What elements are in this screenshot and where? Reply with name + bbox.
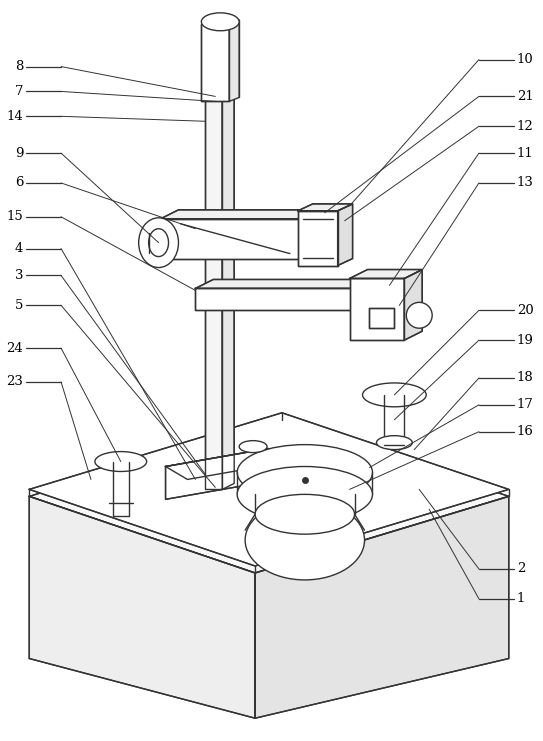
- Polygon shape: [161, 210, 328, 219]
- Polygon shape: [350, 270, 422, 279]
- Text: 23: 23: [7, 376, 23, 388]
- Polygon shape: [201, 24, 229, 102]
- Text: 6: 6: [15, 176, 23, 190]
- Polygon shape: [29, 419, 509, 573]
- Polygon shape: [310, 210, 328, 259]
- Polygon shape: [298, 204, 352, 211]
- Polygon shape: [350, 279, 405, 340]
- Polygon shape: [29, 413, 509, 566]
- Text: 16: 16: [517, 425, 534, 438]
- Polygon shape: [369, 308, 394, 328]
- Ellipse shape: [376, 436, 412, 450]
- Ellipse shape: [255, 494, 355, 534]
- Polygon shape: [29, 496, 255, 718]
- Polygon shape: [166, 448, 290, 479]
- Text: 12: 12: [517, 120, 533, 133]
- Polygon shape: [255, 496, 509, 718]
- Text: 5: 5: [15, 299, 23, 312]
- Polygon shape: [205, 93, 234, 99]
- Polygon shape: [195, 288, 384, 310]
- Ellipse shape: [237, 467, 372, 522]
- Ellipse shape: [406, 302, 432, 328]
- Text: 17: 17: [517, 399, 534, 411]
- Polygon shape: [384, 279, 402, 310]
- Ellipse shape: [201, 13, 239, 30]
- Text: 13: 13: [517, 176, 534, 190]
- Ellipse shape: [384, 439, 405, 450]
- Text: 4: 4: [15, 242, 23, 255]
- Text: 19: 19: [517, 333, 534, 347]
- Text: 11: 11: [517, 147, 533, 159]
- Text: 7: 7: [15, 85, 23, 98]
- Ellipse shape: [239, 441, 267, 453]
- Text: 1: 1: [517, 592, 525, 605]
- Text: 24: 24: [7, 342, 23, 355]
- Text: 20: 20: [517, 304, 533, 317]
- Text: 3: 3: [15, 269, 23, 282]
- Polygon shape: [195, 279, 402, 288]
- Polygon shape: [166, 448, 268, 499]
- Polygon shape: [161, 219, 310, 259]
- Polygon shape: [338, 204, 352, 265]
- Ellipse shape: [149, 229, 168, 256]
- Polygon shape: [229, 20, 239, 102]
- Text: 8: 8: [15, 60, 23, 73]
- Text: 2: 2: [517, 562, 525, 576]
- Ellipse shape: [138, 218, 179, 268]
- Text: 10: 10: [517, 53, 533, 66]
- Polygon shape: [268, 448, 290, 494]
- Ellipse shape: [245, 500, 364, 580]
- Text: 18: 18: [517, 371, 533, 385]
- Text: 14: 14: [7, 110, 23, 123]
- Polygon shape: [222, 93, 234, 489]
- Ellipse shape: [95, 451, 147, 471]
- Text: 21: 21: [517, 90, 533, 103]
- Polygon shape: [405, 270, 422, 340]
- Polygon shape: [205, 99, 222, 489]
- Ellipse shape: [363, 383, 426, 407]
- Text: 9: 9: [15, 147, 23, 159]
- Text: 15: 15: [7, 210, 23, 223]
- Ellipse shape: [237, 445, 372, 500]
- Polygon shape: [298, 211, 338, 265]
